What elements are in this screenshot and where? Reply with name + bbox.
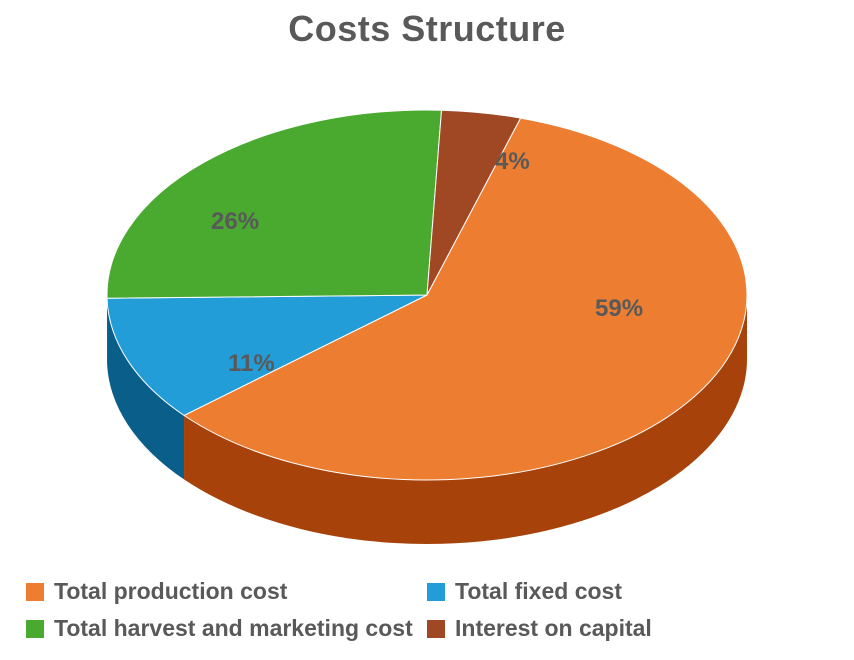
data-label: 26% [211, 208, 259, 236]
pie-slice [107, 110, 442, 298]
legend-label: Total fixed cost [455, 578, 622, 605]
chart-title: Costs Structure [0, 8, 854, 50]
data-label: 4% [495, 148, 530, 176]
data-label: 59% [595, 295, 643, 323]
legend-item: Total harvest and marketing cost [26, 615, 427, 642]
legend-item: Total production cost [26, 578, 427, 605]
legend-label: Total production cost [54, 578, 287, 605]
legend-item: Interest on capital [427, 615, 828, 642]
legend-swatch [427, 620, 445, 638]
data-label: 11% [228, 350, 275, 378]
legend: Total production cost Total fixed cost Tot… [26, 578, 828, 642]
legend-swatch [427, 583, 445, 601]
legend-swatch [26, 620, 44, 638]
legend-label: Total harvest and marketing cost [54, 615, 413, 642]
legend-label: Interest on capital [455, 615, 652, 642]
chart-container: Costs Structure 59% 11% 26% 4% Total produc… [0, 0, 854, 660]
legend-item: Total fixed cost [427, 578, 828, 605]
legend-swatch [26, 583, 44, 601]
pie-chart [77, 95, 777, 555]
